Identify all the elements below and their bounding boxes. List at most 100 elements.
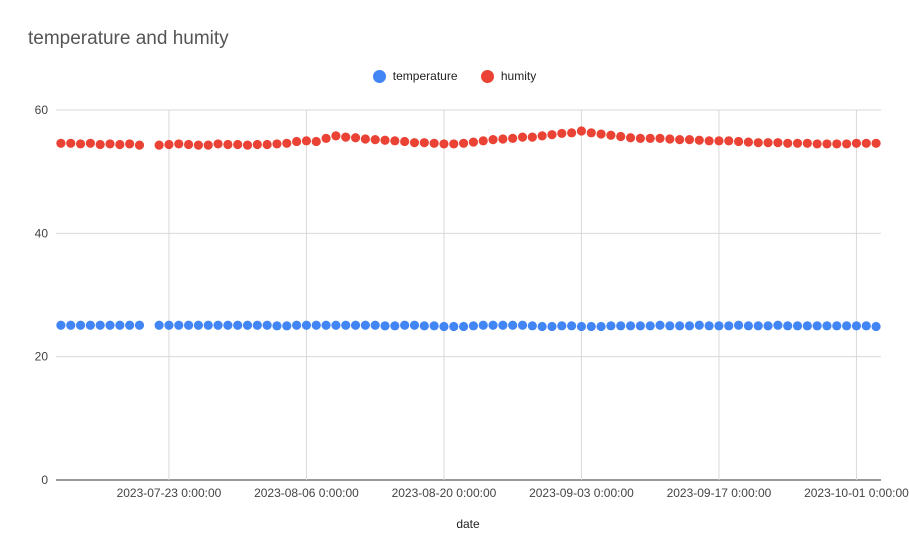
data-point-humity[interactable] [233, 139, 243, 150]
data-point-temperature[interactable] [174, 320, 184, 330]
data-point-humity[interactable] [252, 139, 262, 150]
data-point-temperature[interactable] [272, 321, 282, 331]
data-point-temperature[interactable] [822, 321, 832, 331]
data-point-humity[interactable] [419, 138, 429, 148]
data-point-humity[interactable] [242, 140, 253, 150]
data-point-humity[interactable] [684, 135, 695, 145]
data-point-humity[interactable] [125, 139, 135, 149]
data-point-temperature[interactable] [183, 320, 194, 330]
data-point-temperature[interactable] [429, 321, 439, 331]
data-point-humity[interactable] [468, 137, 479, 147]
data-point-humity[interactable] [616, 131, 626, 142]
data-point-humity[interactable] [301, 136, 312, 146]
data-point-humity[interactable] [547, 130, 557, 140]
data-point-humity[interactable] [861, 138, 871, 148]
data-point-temperature[interactable] [478, 320, 488, 330]
data-point-temperature[interactable] [331, 320, 341, 330]
data-point-temperature[interactable] [517, 320, 528, 330]
data-point-humity[interactable] [478, 136, 488, 146]
data-point-temperature[interactable] [380, 321, 390, 331]
data-point-humity[interactable] [576, 126, 587, 136]
data-point-temperature[interactable] [743, 321, 754, 331]
data-point-temperature[interactable] [252, 320, 262, 330]
data-point-humity[interactable] [733, 136, 744, 147]
data-point-temperature[interactable] [527, 321, 537, 331]
data-point-temperature[interactable] [684, 321, 695, 331]
data-point-humity[interactable] [370, 135, 380, 145]
data-point-humity[interactable] [75, 139, 86, 149]
data-point-temperature[interactable] [783, 321, 793, 331]
data-point-temperature[interactable] [115, 320, 125, 330]
data-point-humity[interactable] [213, 139, 223, 149]
data-point-humity[interactable] [66, 138, 76, 148]
data-point-temperature[interactable] [655, 320, 665, 330]
data-point-humity[interactable] [802, 138, 812, 148]
data-point-humity[interactable] [596, 129, 606, 139]
data-point-humity[interactable] [311, 136, 321, 147]
data-point-humity[interactable] [567, 128, 577, 138]
data-point-humity[interactable] [724, 136, 734, 146]
data-point-humity[interactable] [223, 139, 233, 150]
data-point-temperature[interactable] [292, 320, 302, 330]
data-point-humity[interactable] [321, 133, 331, 143]
data-point-humity[interactable] [272, 139, 282, 149]
data-point-humity[interactable] [714, 136, 724, 146]
data-point-humity[interactable] [380, 135, 390, 145]
data-point-humity[interactable] [537, 131, 547, 141]
data-point-temperature[interactable] [547, 321, 557, 332]
data-point-humity[interactable] [390, 136, 400, 146]
data-point-temperature[interactable] [665, 321, 675, 331]
data-point-temperature[interactable] [557, 321, 567, 331]
data-point-temperature[interactable] [350, 320, 361, 330]
data-point-temperature[interactable] [134, 320, 145, 330]
data-point-temperature[interactable] [164, 320, 174, 330]
data-point-humity[interactable] [193, 140, 204, 150]
data-point-temperature[interactable] [125, 320, 135, 330]
data-point-humity[interactable] [400, 136, 410, 147]
data-point-temperature[interactable] [675, 321, 685, 331]
data-point-humity[interactable] [832, 139, 842, 149]
data-point-temperature[interactable] [66, 320, 76, 330]
data-point-temperature[interactable] [311, 320, 321, 330]
data-point-temperature[interactable] [625, 321, 636, 331]
data-point-temperature[interactable] [75, 320, 86, 330]
data-point-humity[interactable] [115, 139, 125, 150]
data-point-temperature[interactable] [861, 321, 871, 331]
data-point-humity[interactable] [341, 132, 351, 142]
data-point-temperature[interactable] [449, 321, 459, 332]
data-point-humity[interactable] [842, 139, 852, 149]
data-point-humity[interactable] [635, 133, 645, 143]
data-point-temperature[interactable] [606, 321, 616, 331]
data-point-humity[interactable] [625, 133, 636, 143]
data-point-humity[interactable] [134, 140, 145, 150]
data-point-humity[interactable] [164, 139, 174, 150]
data-point-humity[interactable] [792, 138, 803, 148]
data-point-humity[interactable] [743, 137, 754, 147]
data-point-humity[interactable] [95, 139, 105, 150]
legend-item-humity[interactable]: humity [480, 68, 536, 83]
data-point-temperature[interactable] [419, 321, 429, 331]
data-point-temperature[interactable] [360, 320, 370, 330]
data-point-temperature[interactable] [370, 320, 380, 330]
data-point-humity[interactable] [183, 139, 194, 150]
data-point-humity[interactable] [704, 136, 714, 146]
data-point-temperature[interactable] [56, 320, 66, 330]
data-point-temperature[interactable] [753, 321, 763, 331]
data-point-humity[interactable] [586, 128, 596, 138]
data-point-temperature[interactable] [390, 321, 400, 331]
data-point-humity[interactable] [694, 135, 704, 145]
data-point-temperature[interactable] [301, 320, 312, 330]
data-point-humity[interactable] [174, 139, 184, 149]
data-point-humity[interactable] [812, 139, 822, 149]
data-point-humity[interactable] [665, 134, 675, 144]
data-point-humity[interactable] [105, 139, 115, 149]
data-point-humity[interactable] [360, 134, 370, 144]
data-point-temperature[interactable] [508, 320, 518, 330]
data-point-temperature[interactable] [439, 321, 449, 332]
data-point-humity[interactable] [458, 138, 469, 148]
data-point-temperature[interactable] [812, 321, 822, 331]
data-point-humity[interactable] [527, 132, 537, 142]
data-point-humity[interactable] [429, 138, 439, 148]
data-point-temperature[interactable] [704, 321, 714, 331]
data-point-humity[interactable] [262, 139, 272, 150]
